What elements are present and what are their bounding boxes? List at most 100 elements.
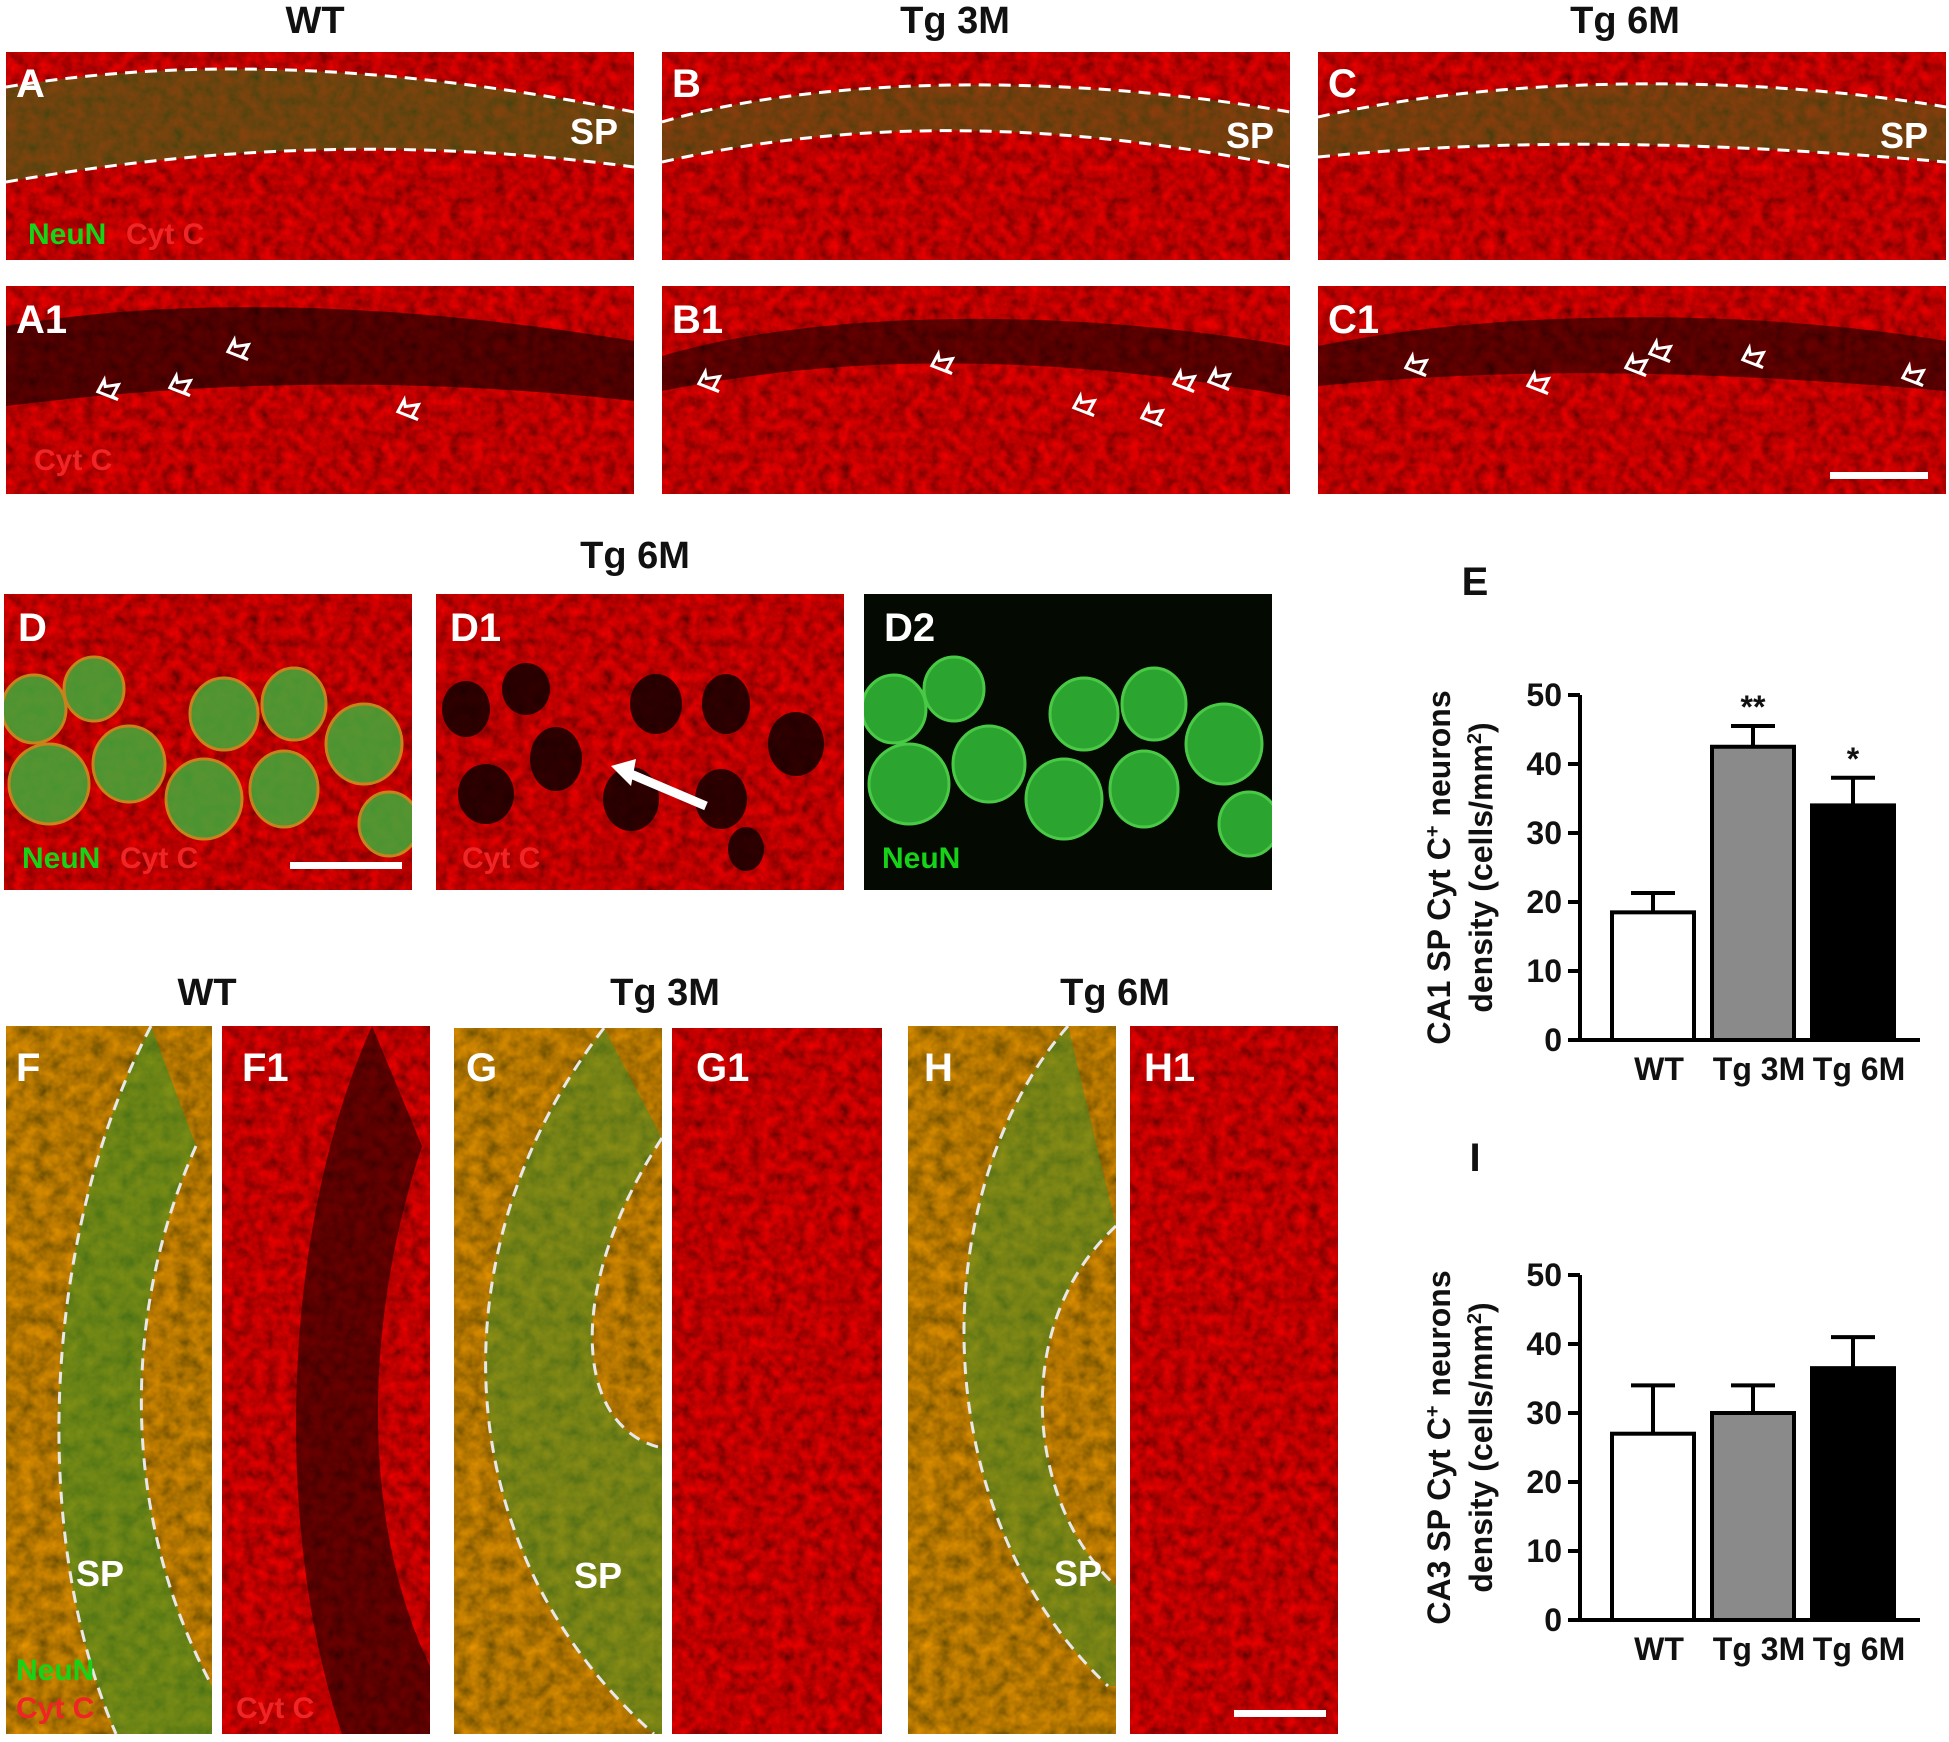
panel-label-c1: C1	[1328, 298, 1380, 342]
y-label-sup: +	[1422, 825, 1444, 837]
micrograph-panel-b1: B1	[662, 286, 1290, 494]
panel-label-f: F	[16, 1046, 41, 1090]
legend-cytc: Cyt C	[16, 1692, 95, 1725]
micrograph-image	[6, 286, 634, 494]
sp-boundary-lower	[6, 147, 634, 184]
micrograph-panel-g: G SP	[454, 1028, 662, 1734]
y-label-part: neurons	[1421, 690, 1457, 825]
panel-label-c: C	[1328, 62, 1357, 106]
column-title-tg6m: Tg 6M	[1570, 0, 1680, 42]
micrograph-panel-a: A SP NeuN Cyt C	[6, 52, 634, 260]
scale-bar	[290, 862, 402, 869]
y-tick-label: 10	[1526, 1533, 1562, 1569]
micrograph-image	[1318, 52, 1946, 260]
bar	[1610, 910, 1696, 1043]
micrograph-image	[662, 286, 1290, 494]
legend-neun: NeuN	[22, 842, 101, 875]
y-label-part: CA3 SP Cyt C	[1421, 1417, 1457, 1624]
y-label-sup: 2	[1464, 733, 1486, 744]
y-axis-label-line2: density (cells/mm2)	[1463, 1302, 1499, 1592]
y-tick-label: 0	[1544, 1022, 1562, 1058]
y-label-sup: 2	[1464, 1313, 1486, 1324]
bar	[1710, 744, 1796, 1042]
micrograph-panel-d1: D1 Cyt C	[436, 594, 844, 890]
panel-label-d1: D1	[450, 606, 502, 650]
panel-label-d2: D2	[884, 606, 936, 650]
micrograph-image	[864, 655, 1272, 858]
sp-label: SP	[570, 111, 619, 152]
legend-neun: NeuN	[28, 218, 107, 251]
panel-label-a: A	[16, 62, 45, 106]
y-tick-label: 20	[1526, 1464, 1562, 1500]
y-tick-label: 50	[1526, 1257, 1562, 1293]
micrograph-image	[662, 52, 1290, 260]
panel-label-f1: F1	[242, 1046, 289, 1090]
bar	[1810, 1366, 1896, 1622]
micrograph-panel-g1: G1	[672, 1028, 882, 1734]
sp-label: SP	[574, 1555, 623, 1596]
x-tick-label: Tg 3M	[1713, 1631, 1805, 1667]
arrowhead-markers	[95, 335, 422, 421]
y-label-part: )	[1463, 1302, 1499, 1313]
y-tick-label: 30	[1526, 815, 1562, 851]
sp-label: SP	[1226, 115, 1275, 156]
bar	[1710, 1411, 1796, 1622]
chart-i: CA3 SP Cyt C+ neurons density (cells/mm2)…	[1400, 1200, 1940, 1680]
panel-label-b: B	[672, 62, 701, 106]
panel-label-h: H	[924, 1046, 953, 1090]
x-tick-label: WT	[1634, 1631, 1684, 1667]
micrograph-panel-b: B SP	[662, 52, 1290, 260]
chart-i-svg: CA3 SP Cyt C+ neurons density (cells/mm2)…	[1421, 1257, 1920, 1667]
bar	[1810, 803, 1896, 1042]
micrograph-image	[222, 1026, 430, 1734]
micrograph-image	[1130, 1026, 1338, 1734]
panel-label-g1: G1	[696, 1046, 750, 1090]
bottom-title-tg6m: Tg 6M	[1060, 972, 1170, 1014]
sp-label: SP	[1054, 1553, 1103, 1594]
bar	[1610, 1431, 1696, 1622]
micrograph-panel-d: D NeuN Cyt C	[4, 594, 412, 890]
column-title-tg3m: Tg 3M	[900, 0, 1010, 42]
micrograph-image	[1318, 286, 1946, 494]
micrograph-panel-h: H SP	[908, 1026, 1116, 1734]
y-tick-label: 40	[1526, 746, 1562, 782]
y-tick-label: 40	[1526, 1326, 1562, 1362]
y-axis-label-line1: CA3 SP Cyt C+ neurons	[1421, 1270, 1457, 1624]
panel-label-d: D	[18, 606, 47, 650]
legend-cytc: Cyt C	[34, 444, 113, 477]
micrograph-panel-c: C SP	[1318, 52, 1946, 260]
micrograph-image	[436, 594, 844, 890]
scale-bar	[1830, 472, 1928, 479]
micrograph-panel-f: F SP NeuN Cyt C	[6, 1026, 212, 1734]
y-label-sup: +	[1422, 1405, 1444, 1417]
sp-boundary-upper	[6, 67, 634, 114]
micrograph-panel-d2: D2 NeuN	[864, 594, 1272, 890]
bottom-title-tg3m: Tg 3M	[610, 972, 720, 1014]
micrograph-image	[454, 1028, 662, 1734]
y-label-part: neurons	[1421, 1270, 1457, 1405]
y-axis-label-line1: CA1 SP Cyt C+ neurons	[1421, 690, 1457, 1044]
panel-label-b1: B1	[672, 298, 724, 342]
y-tick-label: 20	[1526, 884, 1562, 920]
panel-label-g: G	[466, 1046, 498, 1090]
y-tick-label: 50	[1526, 677, 1562, 713]
micrograph-panel-h1: H1	[1130, 1026, 1338, 1734]
micrograph-panel-f1: F1 Cyt C	[222, 1026, 430, 1734]
arrow-marker	[611, 759, 708, 811]
y-label-part: density (cells/mm	[1463, 744, 1499, 1013]
sp-label: SP	[76, 1553, 125, 1594]
micrograph-panel-c1: C1	[1318, 286, 1946, 494]
legend-cytc: Cyt C	[126, 218, 205, 251]
legend-cytc: Cyt C	[120, 842, 199, 875]
y-axis-label-line2: density (cells/mm2)	[1463, 722, 1499, 1012]
micrograph-image	[4, 594, 412, 890]
panel-label-a1: A1	[16, 298, 68, 342]
panel-label-i: I	[1469, 1136, 1481, 1180]
chart-e-svg: CA1 SP Cyt C+ neurons density (cells/mm2)…	[1421, 677, 1920, 1087]
legend-neun: NeuN	[16, 1654, 95, 1687]
x-tick-label: Tg 6M	[1813, 1631, 1905, 1667]
sp-label: SP	[1880, 115, 1929, 156]
x-tick-label: Tg 6M	[1813, 1051, 1905, 1087]
micrograph-image	[908, 1026, 1116, 1734]
panel-label-e: E	[1461, 560, 1489, 604]
